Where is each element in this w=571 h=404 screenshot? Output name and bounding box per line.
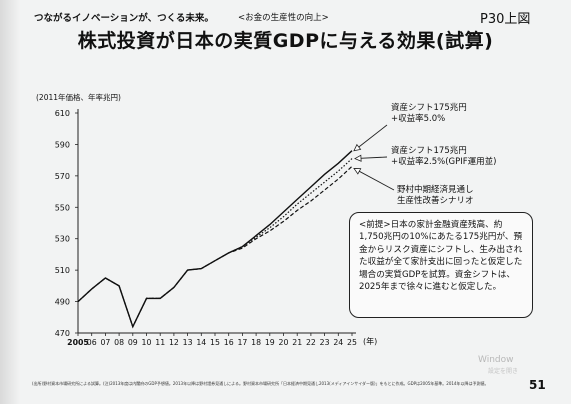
annotation-series-1-line2: +収益率5.0% <box>391 114 446 124</box>
annotation-arrowhead-3 <box>353 168 362 175</box>
y-tick-label: 510 <box>55 266 70 275</box>
page-number: 51 <box>529 378 546 392</box>
header-tagline: つながるイノベーションが、つくる未来。 <box>34 13 214 24</box>
source-footnote: (出所)野村資本市場研究所による試算。(注)2013年度は内閣府のGDP予想値。… <box>32 381 489 386</box>
annotation-series-3-line1: 野村中期経済見通し <box>397 185 474 195</box>
x-tick-label: 18 <box>251 338 261 347</box>
annotation-arrow-1 <box>353 124 388 152</box>
series-line-3 <box>77 165 353 329</box>
x-tick-label: 16 <box>224 338 234 347</box>
annotation-series-2: 資産シフト175兆円 +収益率2.5%(GPIF運用並) <box>391 146 496 168</box>
slide-title: 株式投資が日本の実質GDPに与える効果(試算) <box>77 30 494 52</box>
y-tick-label: 590 <box>55 140 70 149</box>
os-watermark-line2: 設定を開き <box>488 368 519 375</box>
annotation-series-1-line1: 資産シフト175兆円 <box>391 103 467 113</box>
scan-edge-shadow <box>0 0 20 404</box>
x-tick-label: 09 <box>128 338 138 347</box>
assumption-note-box: <前提>日本の家計金融資産残高、約1,750兆円の10%にあたる175兆円が、預… <box>349 212 533 318</box>
x-tick-label: 07 <box>100 338 110 347</box>
x-tick-label: 2005 <box>67 338 89 347</box>
x-tick-label: 08 <box>114 338 124 347</box>
annotation-arrow-3 <box>353 168 395 191</box>
os-watermark-line1: Window <box>478 355 514 365</box>
series-line-1 <box>77 150 353 329</box>
x-tick-label: 15 <box>210 338 220 347</box>
annotation-series-1: 資産シフト175兆円 +収益率5.0% <box>391 103 467 125</box>
x-tick-label: 13 <box>183 338 193 347</box>
x-tick-label: 23 <box>320 338 330 347</box>
x-tick-label: 21 <box>292 338 302 347</box>
annotation-arrowhead-1 <box>353 143 362 152</box>
x-tick-label: 14 <box>196 338 206 347</box>
x-tick-label: 06 <box>87 338 97 347</box>
x-axis-unit-label: (年) <box>363 337 378 346</box>
y-tick-label: 490 <box>55 298 70 307</box>
x-tick-label: 22 <box>306 338 316 347</box>
x-tick-label: 11 <box>155 338 165 347</box>
annotation-arrowhead-2 <box>354 154 362 162</box>
annotation-series-2-line1: 資産シフト175兆円 <box>391 146 467 156</box>
annotation-series-3-line2: 生産性改善シナリオ <box>397 196 474 206</box>
x-tick-label: 10 <box>142 338 152 347</box>
y-tick-label: 610 <box>55 109 70 118</box>
x-tick-label: 12 <box>169 338 179 347</box>
header-subsection: <お金の生産性の向上> <box>238 13 329 23</box>
annotation-series-2-line2: +収益率2.5%(GPIF運用並) <box>391 157 497 167</box>
y-tick-label: 570 <box>55 172 70 181</box>
x-tick-label: 20 <box>279 338 289 347</box>
x-tick-label: 25 <box>347 338 357 347</box>
x-tick-label: 19 <box>265 338 275 347</box>
y-tick-label: 530 <box>55 235 70 244</box>
page-reference: P30上図 <box>480 12 531 27</box>
x-tick-label: 24 <box>333 338 343 347</box>
x-tick-label: 17 <box>237 338 247 347</box>
chart-units-label: (2011年価格、年率兆円) <box>36 93 121 102</box>
y-tick-label: 550 <box>55 203 70 212</box>
series-line-2 <box>77 158 353 329</box>
annotation-series-3: 野村中期経済見通し 生産性改善シナリオ <box>397 185 474 207</box>
y-tick-label: 470 <box>55 329 70 338</box>
